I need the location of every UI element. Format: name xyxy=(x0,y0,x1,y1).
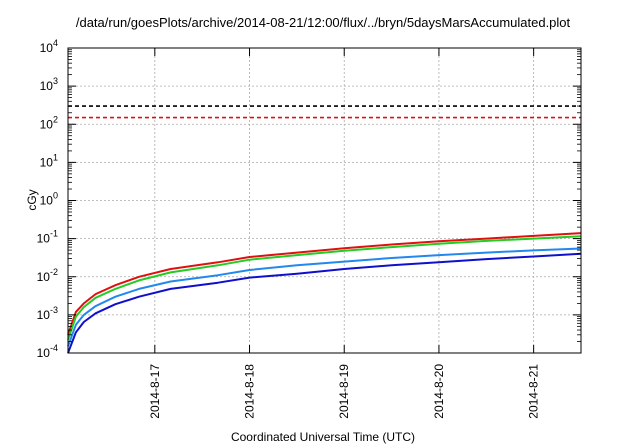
reference-lines xyxy=(68,105,581,119)
x-axis-label: Coordinated Universal Time (UTC) xyxy=(231,430,415,444)
y-tick-label: 101 xyxy=(40,152,58,169)
x-tick-label: 2014-8-17 xyxy=(148,364,162,419)
series-line xyxy=(67,247,582,347)
series-line xyxy=(67,235,582,341)
grid xyxy=(68,48,581,353)
y-tick-label: 100 xyxy=(40,191,58,208)
y-tick-label: 10-2 xyxy=(37,267,58,284)
x-tick-label: 2014-8-18 xyxy=(243,364,257,419)
x-axis-ticks: 2014-8-17 2014-8-18 2014-8-19 2014-8-20 2014… xyxy=(148,48,541,419)
y-axis-ticks: 10-4 10-3 10-2 10-1 100 101 102 103 104 xyxy=(37,38,581,360)
series-line xyxy=(67,232,582,336)
y-tick-label: 10-4 xyxy=(37,343,58,360)
x-tick-label: 2014-8-19 xyxy=(337,364,351,419)
series-line xyxy=(67,252,582,354)
series-group xyxy=(67,232,582,354)
y-tick-label: 103 xyxy=(40,76,58,93)
x-tick-label: 2014-8-20 xyxy=(432,364,446,419)
y-tick-label: 10-1 xyxy=(37,229,58,246)
x-tick-label: 2014-8-21 xyxy=(527,364,541,419)
y-axis-label: cGy xyxy=(25,189,39,210)
y-tick-label: 104 xyxy=(40,38,58,55)
y-tick-label: 10-3 xyxy=(37,305,58,322)
chart-title: /data/run/goesPlots/archive/2014-08-21/1… xyxy=(76,15,571,30)
y-tick-label: 102 xyxy=(40,114,58,131)
